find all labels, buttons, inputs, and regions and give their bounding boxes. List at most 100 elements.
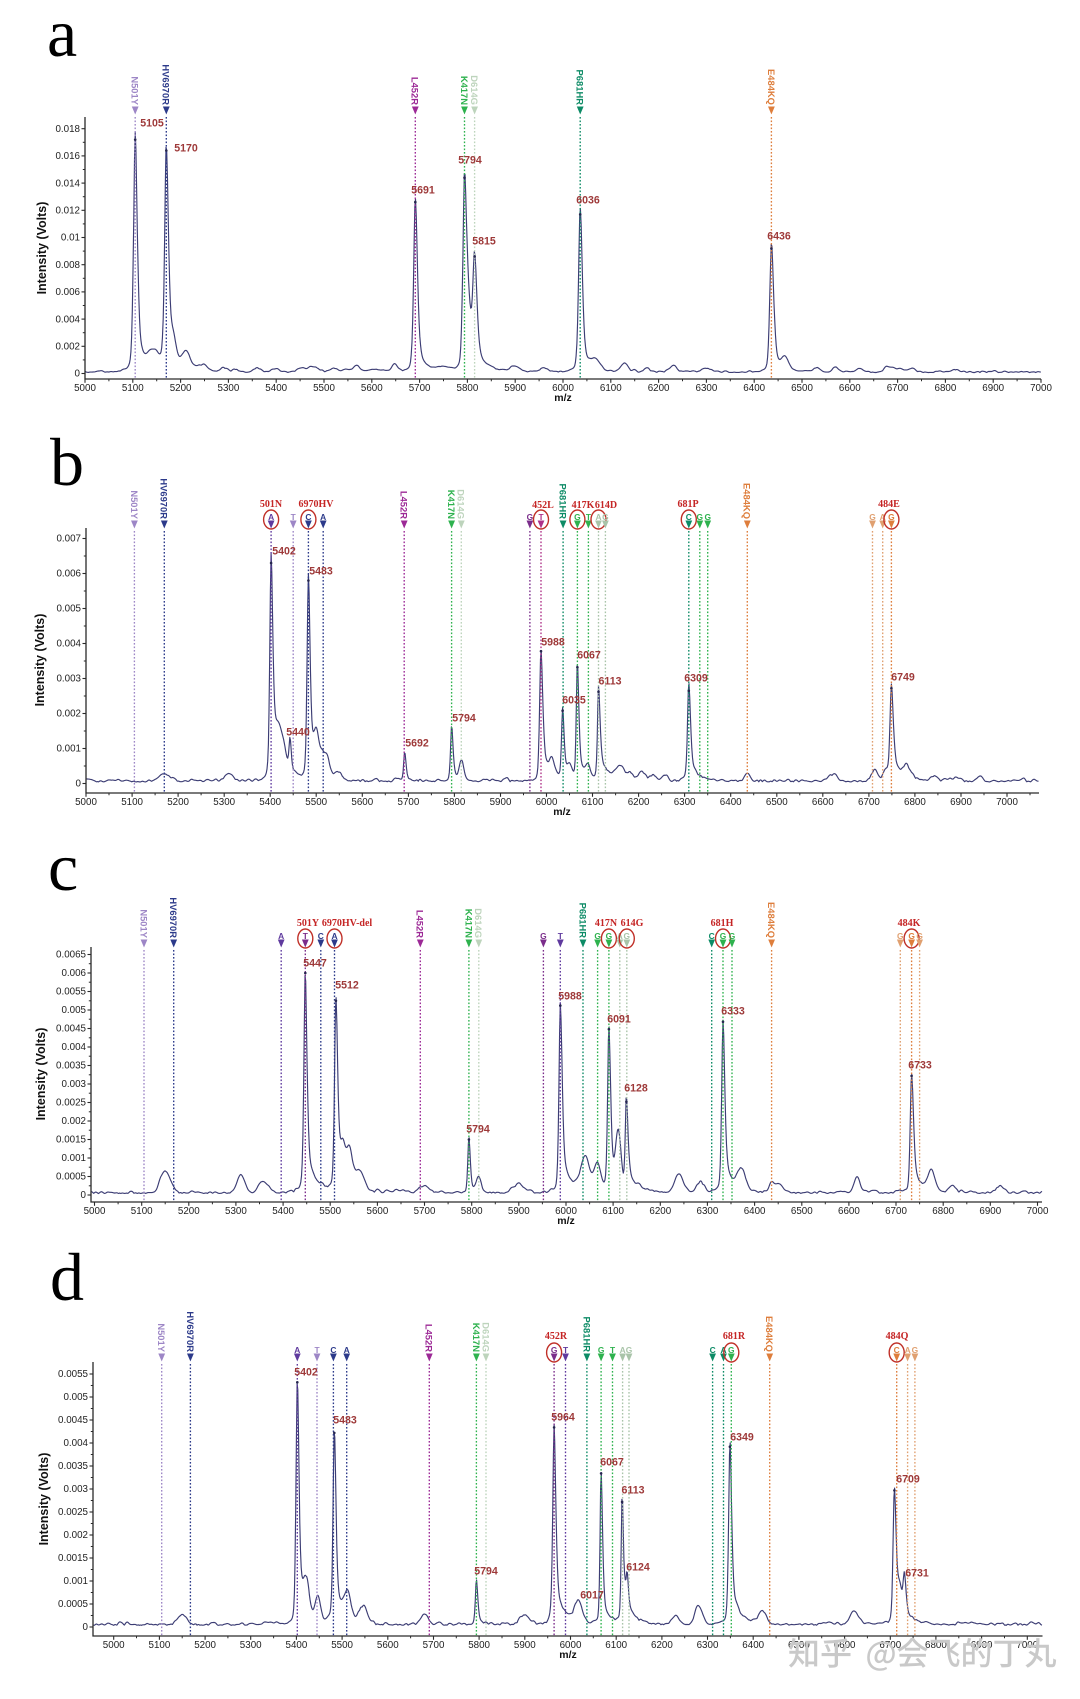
svg-text:5400: 5400 (259, 797, 281, 808)
svg-text:N501Y: N501Y (138, 909, 149, 938)
svg-text:484Q: 484Q (886, 1331, 909, 1342)
svg-text:5794: 5794 (452, 713, 476, 725)
svg-text:m/z: m/z (559, 1649, 577, 1661)
svg-text:6100: 6100 (602, 1206, 624, 1217)
svg-text:E484KQ: E484KQ (764, 1316, 775, 1352)
svg-text:5200: 5200 (178, 1206, 200, 1217)
svg-text:0.005: 0.005 (56, 604, 81, 615)
svg-text:0.018: 0.018 (55, 124, 80, 135)
svg-text:G: G (598, 1345, 605, 1355)
svg-text:T: T (558, 931, 564, 941)
svg-text:L452R: L452R (415, 910, 426, 938)
svg-text:0.0035: 0.0035 (58, 1461, 89, 1472)
svg-text:0: 0 (76, 779, 82, 790)
svg-text:7000: 7000 (996, 797, 1018, 808)
svg-text:A: A (595, 512, 601, 522)
svg-text:Intensity (Volts): Intensity (Volts) (35, 202, 49, 295)
svg-text:5800: 5800 (444, 797, 466, 808)
svg-text:C: C (710, 1345, 716, 1355)
svg-text:0.0015: 0.0015 (56, 1135, 87, 1146)
svg-text:6709: 6709 (896, 1474, 920, 1486)
svg-text:0.007: 0.007 (56, 534, 81, 545)
svg-text:0.016: 0.016 (55, 151, 80, 162)
svg-text:K417N: K417N (471, 1323, 482, 1352)
svg-text:A: A (620, 1345, 626, 1355)
svg-text:6017: 6017 (580, 1590, 604, 1602)
svg-text:K417N: K417N (463, 909, 474, 938)
svg-text:Intensity (Volts): Intensity (Volts) (34, 1028, 48, 1121)
svg-text:P681HR: P681HR (575, 70, 586, 106)
svg-text:6200: 6200 (628, 797, 650, 808)
svg-text:L452R: L452R (410, 77, 421, 105)
svg-text:0: 0 (75, 369, 81, 380)
svg-text:0.01: 0.01 (61, 233, 80, 244)
svg-text:0.005: 0.005 (61, 1005, 86, 1016)
svg-text:5105: 5105 (140, 118, 164, 130)
svg-text:6000: 6000 (555, 1206, 577, 1217)
svg-text:5000: 5000 (84, 1206, 106, 1217)
svg-text:K417N: K417N (459, 76, 470, 105)
svg-text:5800: 5800 (468, 1640, 490, 1651)
svg-text:5300: 5300 (225, 1206, 247, 1217)
svg-text:614D: 614D (595, 500, 617, 511)
svg-text:6400: 6400 (742, 1640, 764, 1651)
svg-text:6400: 6400 (744, 1206, 766, 1217)
svg-text:6091: 6091 (607, 1014, 631, 1026)
svg-text:614G: 614G (621, 918, 644, 929)
svg-text:0.004: 0.004 (61, 1042, 86, 1053)
svg-text:G: G (888, 512, 895, 522)
svg-text:452R: 452R (545, 1331, 568, 1342)
svg-text:0.0005: 0.0005 (58, 1599, 89, 1610)
svg-text:C: C (709, 931, 715, 941)
svg-text:6500: 6500 (766, 797, 788, 808)
svg-text:0.001: 0.001 (63, 1576, 88, 1587)
svg-text:5300: 5300 (213, 797, 235, 808)
svg-text:0.006: 0.006 (61, 968, 86, 979)
svg-text:0: 0 (83, 1622, 89, 1633)
svg-text:5600: 5600 (351, 797, 373, 808)
svg-text:0.003: 0.003 (61, 1079, 86, 1090)
svg-text:b: b (50, 424, 84, 500)
svg-text:5500: 5500 (313, 383, 335, 394)
svg-text:5200: 5200 (194, 1640, 216, 1651)
svg-text:6700: 6700 (858, 797, 880, 808)
svg-text:6731: 6731 (905, 1568, 929, 1580)
svg-text:G: G (624, 931, 631, 941)
svg-text:G: G (697, 512, 704, 522)
svg-text:5300: 5300 (218, 383, 240, 394)
svg-text:C: C (330, 1345, 336, 1355)
svg-text:6000: 6000 (536, 797, 558, 808)
svg-text:0: 0 (81, 1190, 87, 1201)
svg-text:452L: 452L (532, 500, 554, 511)
svg-text:A: A (268, 512, 274, 522)
svg-text:m/z: m/z (557, 1215, 575, 1227)
svg-text:A: A (331, 931, 337, 941)
svg-text:681P: 681P (677, 499, 698, 510)
svg-text:7000: 7000 (1030, 383, 1052, 394)
svg-text:T: T (563, 1345, 569, 1355)
svg-text:681H: 681H (711, 918, 734, 929)
svg-text:5600: 5600 (367, 1206, 389, 1217)
svg-text:0.001: 0.001 (56, 744, 81, 755)
svg-text:L452R: L452R (424, 1324, 435, 1352)
svg-text:6400: 6400 (743, 383, 765, 394)
svg-text:0.0005: 0.0005 (56, 1172, 87, 1183)
svg-text:HV6970R: HV6970R (185, 1311, 196, 1352)
svg-text:0.002: 0.002 (61, 1116, 86, 1127)
svg-text:L452R: L452R (399, 491, 410, 519)
svg-text:5400: 5400 (272, 1206, 294, 1217)
svg-text:6970HV: 6970HV (299, 499, 335, 510)
svg-text:0.0025: 0.0025 (56, 1098, 87, 1109)
svg-text:6600: 6600 (838, 1206, 860, 1217)
svg-text:G: G (626, 1345, 633, 1355)
svg-text:A: A (278, 931, 284, 941)
svg-text:6124: 6124 (626, 1562, 650, 1574)
svg-text:5700: 5700 (414, 1206, 436, 1217)
svg-text:N501Y: N501Y (129, 490, 140, 519)
svg-text:HV6970R: HV6970R (168, 897, 179, 938)
svg-text:G: G (551, 1345, 558, 1355)
svg-text:6500: 6500 (791, 1206, 813, 1217)
svg-text:417K: 417K (572, 500, 595, 511)
svg-text:0.0025: 0.0025 (58, 1507, 89, 1518)
svg-text:d: d (50, 1239, 84, 1315)
